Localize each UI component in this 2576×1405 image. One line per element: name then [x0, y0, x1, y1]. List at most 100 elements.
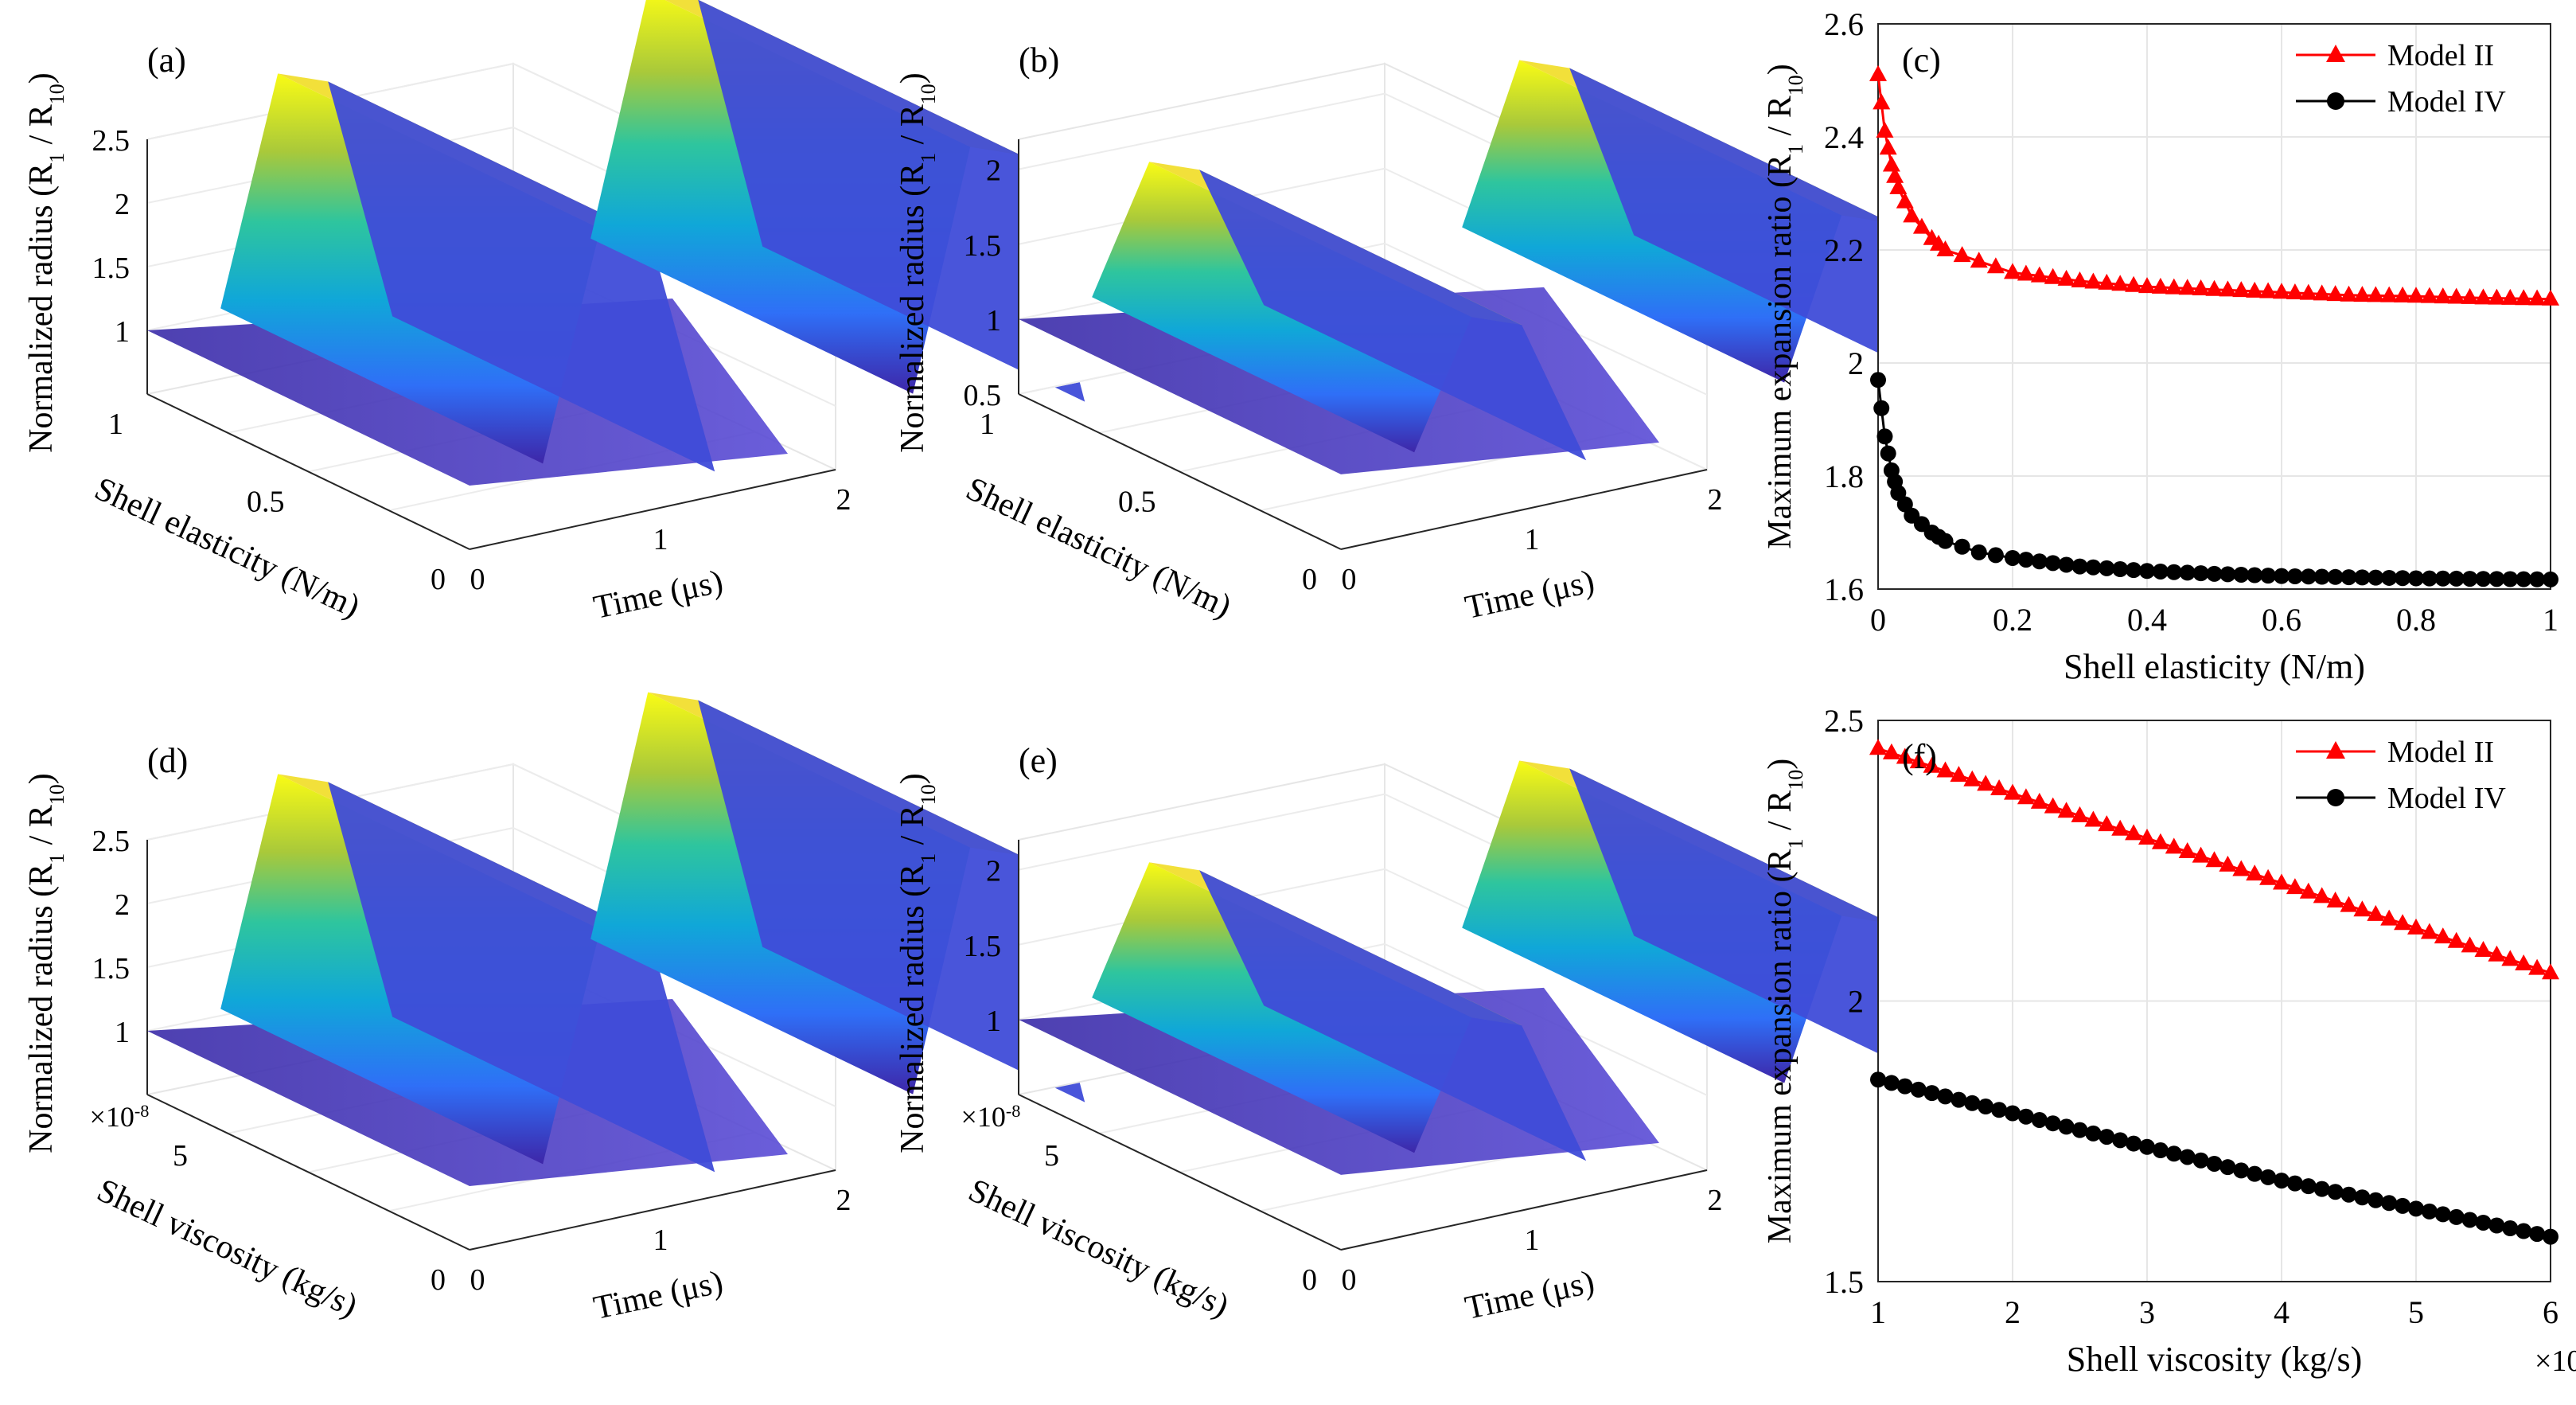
- data-point-circle: [2286, 568, 2303, 584]
- z-tick-label: 1.5: [92, 252, 131, 285]
- data-point-circle: [2031, 553, 2048, 570]
- data-point-circle: [2233, 1162, 2250, 1179]
- x-tick-label: 2: [836, 1184, 852, 1217]
- y-axis-label: Maximum expansion ratio (R1 / R10): [1762, 759, 1807, 1244]
- data-point-circle: [2031, 1111, 2048, 1128]
- y-exponent: ×10-8: [961, 1101, 1021, 1134]
- data-point-circle: [2206, 1155, 2223, 1172]
- legend-label: Model II: [2387, 736, 2494, 769]
- data-point-circle: [1991, 1102, 2008, 1118]
- z-tick-label: 2.5: [92, 825, 131, 858]
- data-point-circle: [2017, 552, 2034, 568]
- data-point-circle: [2300, 568, 2317, 585]
- data-point-circle: [2165, 1145, 2182, 1162]
- y-tick-label: 0: [1302, 563, 1317, 596]
- data-point-triangle: [2407, 287, 2425, 303]
- data-point-triangle: [1977, 775, 1995, 791]
- data-point-triangle: [2313, 887, 2331, 903]
- legend-marker: [2327, 92, 2344, 110]
- z-tick-label: 0.5: [964, 379, 1002, 412]
- data-point-triangle: [2138, 277, 2156, 294]
- data-point-circle: [2313, 568, 2330, 585]
- z-tick-label: 1.5: [964, 930, 1002, 963]
- surface-ridge-back: [698, 0, 1085, 402]
- data-point-triangle: [2165, 837, 2183, 854]
- data-point-triangle: [2205, 851, 2223, 868]
- data-point-triangle: [2434, 287, 2452, 304]
- x-tick-label: 2: [836, 483, 852, 517]
- data-point-triangle: [1873, 93, 1891, 110]
- legend-marker: [2326, 741, 2345, 759]
- panel-tag: (e): [1019, 741, 1058, 780]
- data-point-circle: [2461, 1212, 2478, 1228]
- data-point-triangle: [1882, 743, 1900, 759]
- x-axis: [1340, 1169, 1708, 1251]
- data-point-circle: [2448, 570, 2465, 587]
- data-point-triangle: [2474, 288, 2492, 305]
- y-tick-label: 1: [108, 408, 123, 441]
- data-point-triangle: [2004, 263, 2021, 279]
- x-axis-label: Shell viscosity (kg/s): [2067, 1340, 2363, 1379]
- data-point-triangle: [2232, 860, 2251, 876]
- data-point-circle: [2421, 570, 2438, 587]
- data-point-triangle: [2017, 788, 2035, 805]
- data-point-circle: [2099, 1129, 2115, 1145]
- data-point-circle: [2327, 568, 2344, 585]
- x-tick-label: 6: [2543, 1294, 2558, 1330]
- data-point-circle: [2179, 564, 2196, 581]
- data-point-circle: [2017, 1108, 2034, 1125]
- data-point-triangle: [2030, 266, 2048, 283]
- panel-tag: (f): [1902, 737, 1937, 776]
- data-point-triangle: [1936, 761, 1954, 778]
- data-point-circle: [1873, 400, 1890, 416]
- data-point-circle: [2058, 1118, 2075, 1135]
- data-point-triangle: [2420, 287, 2438, 303]
- data-point-circle: [2139, 563, 2155, 580]
- data-point-circle: [2368, 569, 2384, 586]
- data-point-triangle: [2515, 954, 2533, 970]
- x-tick-label: 0: [1342, 563, 1357, 596]
- data-point-circle: [2192, 565, 2209, 582]
- legend-label: Model IV: [2387, 85, 2506, 119]
- surface-ridge-back: [328, 81, 715, 472]
- data-point-circle: [2165, 564, 2182, 580]
- x-axis-label: Shell elasticity (N/m): [2064, 647, 2365, 686]
- y-tick-label: 1.6: [1824, 572, 1864, 607]
- data-point-triangle: [1912, 217, 1931, 234]
- x-tick-label: 0: [1870, 602, 1886, 638]
- data-point-circle: [2313, 1181, 2330, 1197]
- y-tick-label: 5: [173, 1139, 188, 1173]
- data-point-triangle: [1882, 155, 1900, 172]
- panel-tag: (b): [1019, 41, 1059, 80]
- data-point-circle: [2488, 1217, 2505, 1234]
- data-point-triangle: [2165, 278, 2183, 295]
- data-point-triangle: [2111, 819, 2130, 836]
- data-point-triangle: [2125, 824, 2143, 841]
- data-point-triangle: [2030, 792, 2048, 809]
- data-point-triangle: [1889, 178, 1908, 194]
- data-point-circle: [1970, 544, 1987, 560]
- y-tick-label: 0: [1302, 1263, 1317, 1297]
- data-point-triangle: [2286, 878, 2304, 895]
- data-point-triangle: [2528, 958, 2547, 975]
- data-point-circle: [2434, 1206, 2451, 1223]
- data-point-circle: [2112, 561, 2129, 578]
- data-point-triangle: [2178, 279, 2196, 295]
- data-point-circle: [2300, 1178, 2317, 1195]
- z-tick-label: 1: [986, 1005, 1001, 1038]
- line-panels: 0 0.2 0.4 0.6 0.8 1 1.6 1.8 2 2.2 2.4 2.6 Model II Mo…: [1762, 6, 2576, 1379]
- data-point-triangle: [2205, 279, 2223, 296]
- line-panel: 1 2 3 4 5 6 1.5 2 2.5 Model II Model IV (f) Shell vi…: [1762, 703, 2576, 1379]
- y-axis-label: Shell elasticity (N/m): [89, 470, 365, 626]
- panel-tag: (a): [147, 41, 186, 80]
- surface-ridge-back: [1569, 768, 1957, 1091]
- x-tick-label: 0.8: [2396, 602, 2436, 638]
- data-point-circle: [2516, 571, 2532, 587]
- data-point-triangle: [2542, 289, 2559, 306]
- data-point-triangle: [2259, 282, 2278, 299]
- data-point-triangle: [2192, 846, 2210, 863]
- x-axis: [469, 469, 836, 550]
- z-tick-label: 1: [986, 304, 1001, 338]
